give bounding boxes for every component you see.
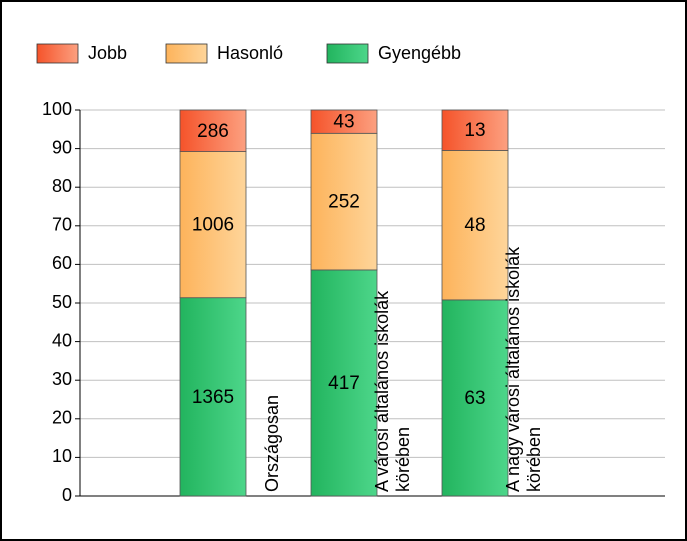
legend-label: Gyengébb — [378, 43, 461, 63]
y-tick-label: 30 — [52, 369, 72, 389]
legend-swatch — [36, 43, 79, 64]
data-label: 13 — [464, 120, 485, 141]
data-label: 286 — [197, 121, 229, 142]
data-label: 417 — [328, 373, 360, 394]
data-label: 48 — [464, 215, 485, 236]
y-tick-label: 50 — [52, 292, 72, 312]
bar-segment — [310, 132, 378, 271]
y-tick-label: 70 — [52, 215, 72, 235]
y-tick-label: 10 — [52, 446, 72, 466]
bar-segment — [310, 269, 378, 497]
data-label: 1006 — [192, 215, 234, 236]
legend-label: Jobb — [88, 43, 127, 63]
x-tick-label: A nagy városi általános iskolákkörében — [503, 246, 544, 492]
legend-swatch — [326, 43, 369, 64]
y-tick-label: 40 — [52, 330, 72, 350]
data-label: 252 — [328, 192, 360, 213]
x-tick-label: Országosan — [262, 395, 282, 492]
data-label: 1365 — [192, 387, 234, 408]
y-tick-label: 90 — [52, 137, 72, 157]
x-tick-label: A városi általános iskolákkörében — [372, 290, 413, 492]
y-tick-label: 20 — [52, 408, 72, 428]
y-tick-label: 60 — [52, 253, 72, 273]
bar-segment — [179, 151, 247, 299]
legend-label: Hasonló — [217, 43, 283, 63]
bar-segment — [179, 109, 247, 152]
bar-segment — [179, 297, 247, 497]
y-tick-label: 100 — [42, 99, 72, 119]
data-label: 43 — [333, 112, 354, 133]
bar-segment — [441, 150, 509, 301]
y-tick-label: 80 — [52, 176, 72, 196]
data-label: 63 — [464, 388, 485, 409]
y-tick-label: 0 — [62, 485, 72, 505]
bar-segment — [310, 109, 378, 134]
bar-segment — [441, 109, 509, 151]
legend-swatch — [165, 43, 208, 64]
